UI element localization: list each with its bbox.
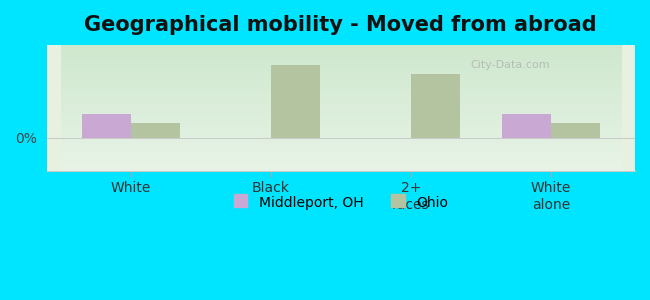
Bar	[551, 123, 600, 138]
Bar	[411, 74, 460, 138]
Title: Geographical mobility - Moved from abroad: Geographical mobility - Moved from abroa…	[84, 15, 597, 35]
Legend: Middleport, OH, Ohio: Middleport, OH, Ohio	[227, 189, 455, 217]
Bar	[131, 123, 179, 138]
Bar	[271, 65, 320, 138]
Bar	[502, 114, 551, 138]
Bar	[82, 114, 131, 138]
Text: City-Data.com: City-Data.com	[470, 60, 550, 70]
